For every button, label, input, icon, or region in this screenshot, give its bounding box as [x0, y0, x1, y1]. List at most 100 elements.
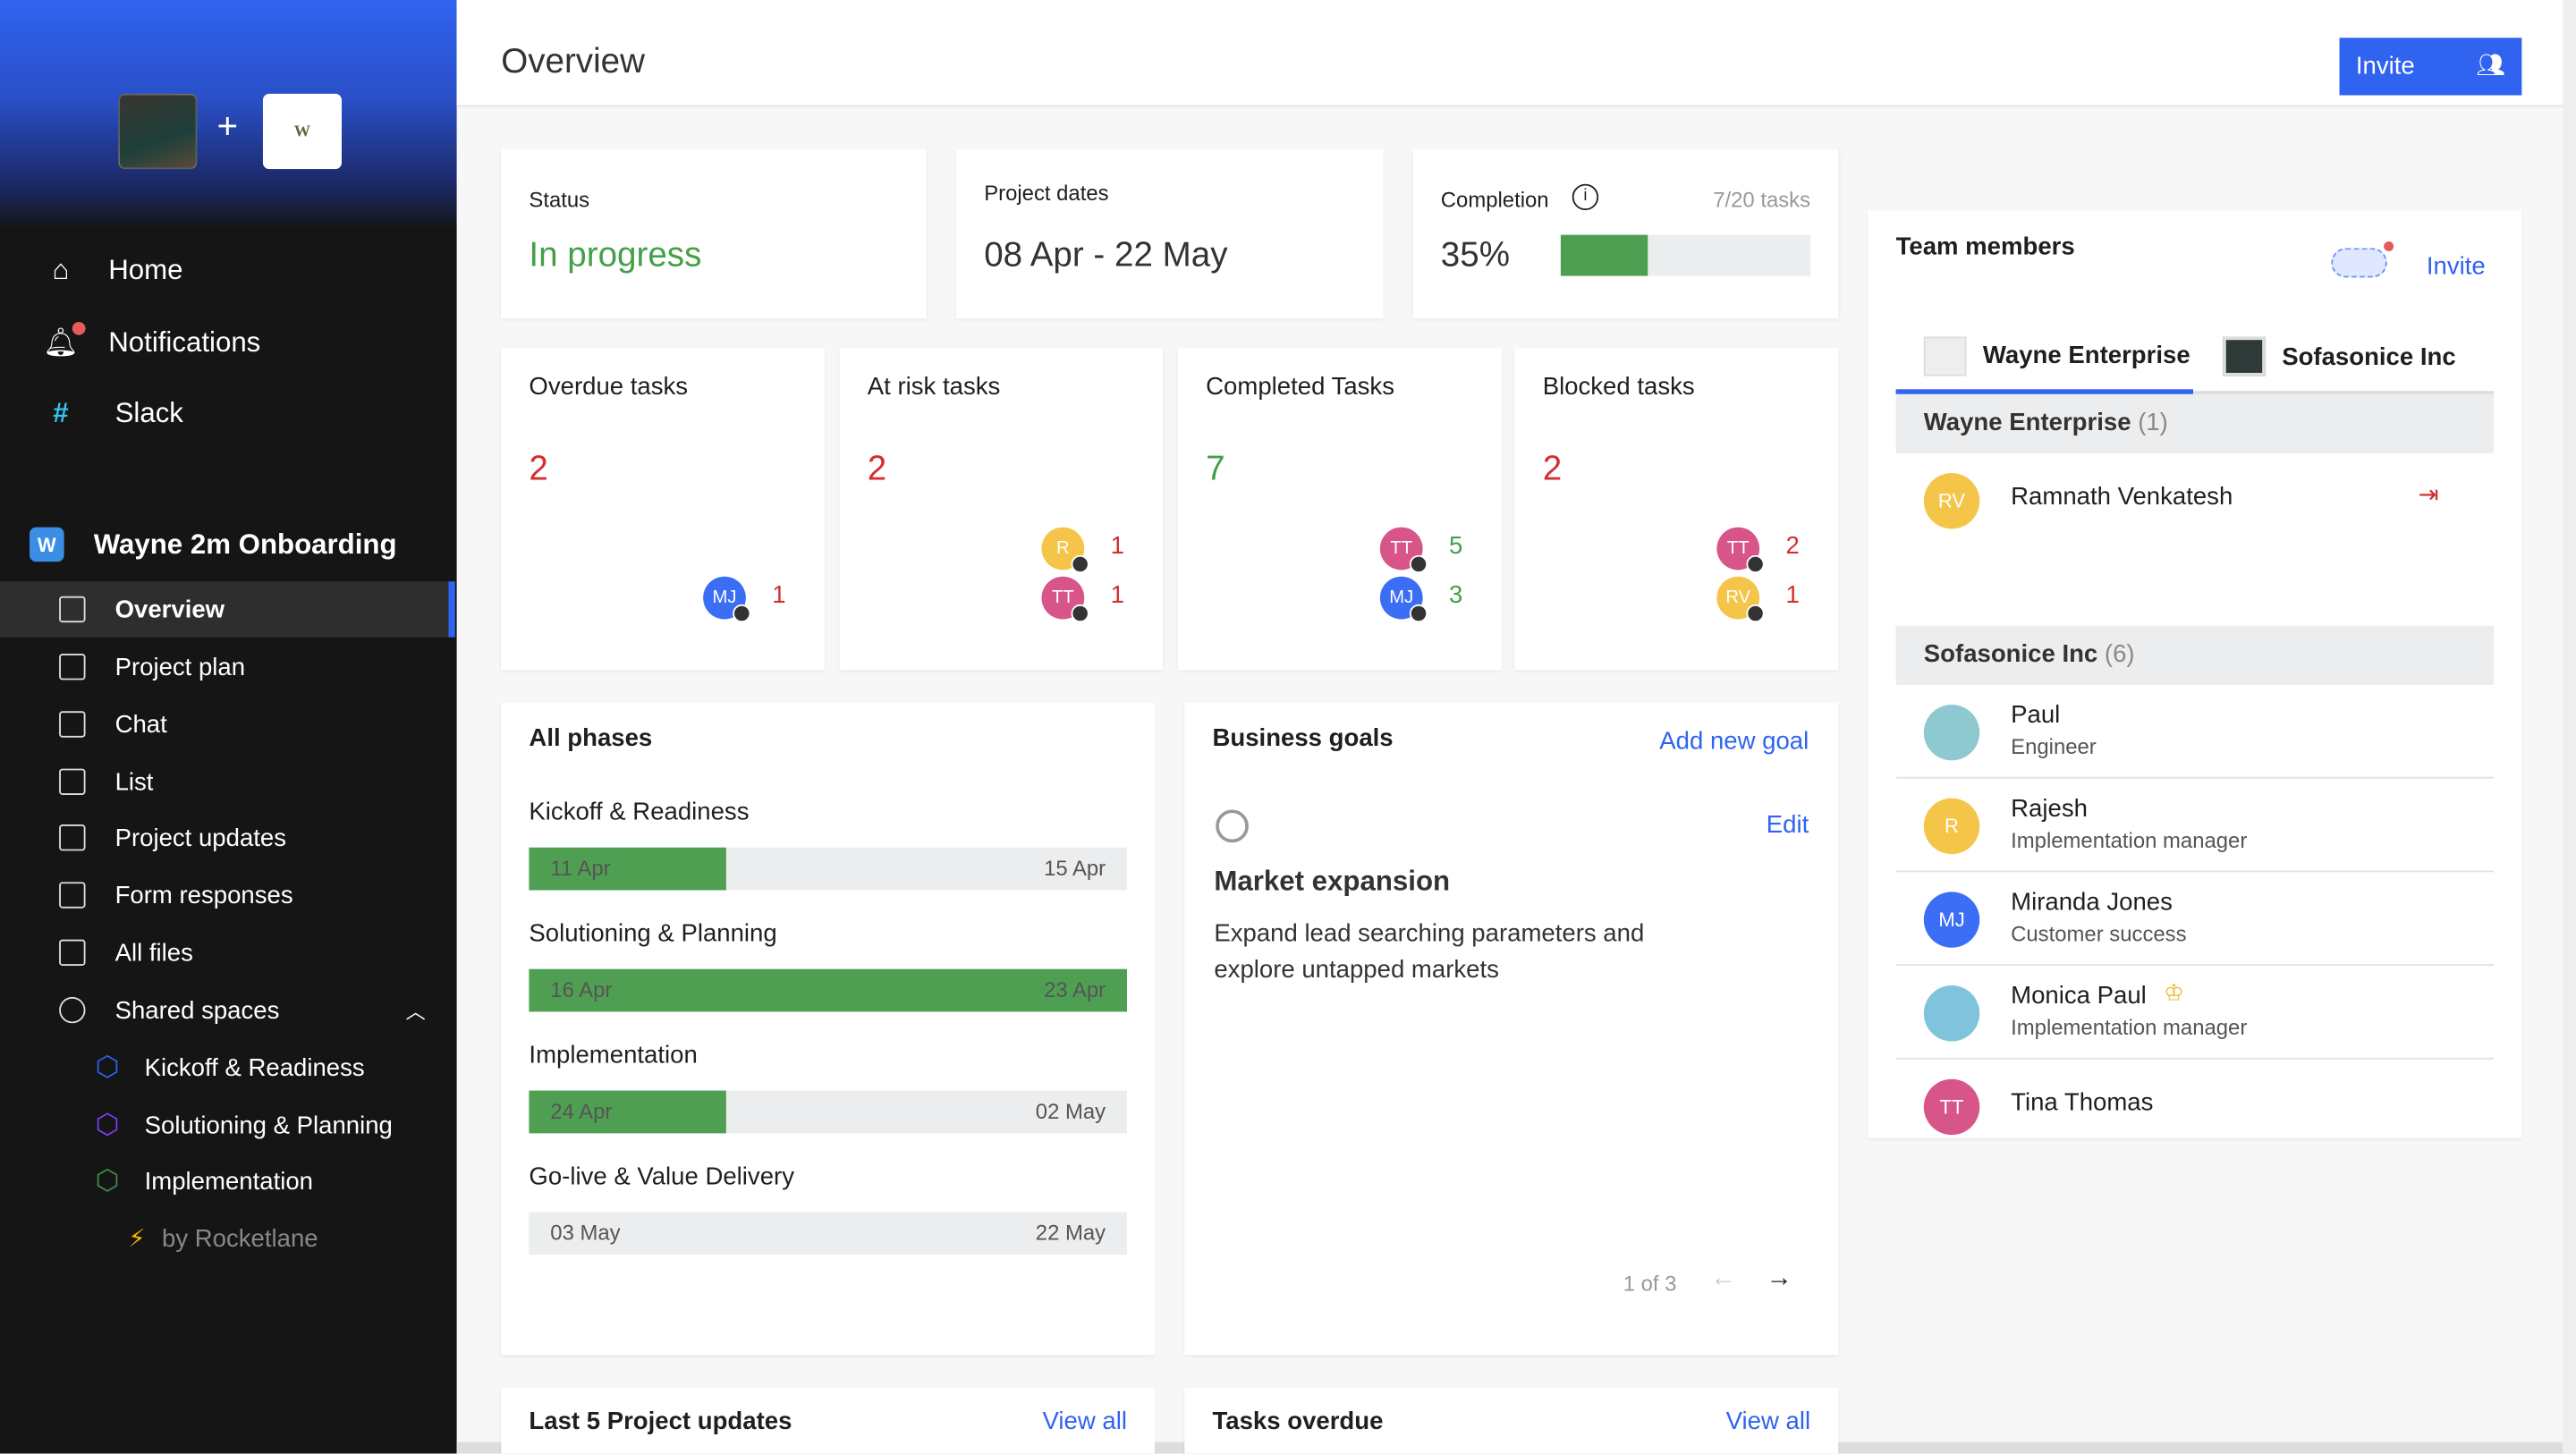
view-all-updates-link[interactable]: View all — [1042, 1408, 1127, 1436]
assignee-count: 1 — [772, 581, 786, 610]
company-badge-icon — [1071, 554, 1089, 574]
chevron-up-icon[interactable]: ︿ — [405, 999, 426, 1023]
sidebar-item-project-plan[interactable]: Project plan — [0, 638, 455, 694]
status-value: In progress — [529, 236, 702, 275]
assignee-avatar[interactable]: MJ — [1379, 576, 1428, 623]
vertical-scrollbar[interactable] — [2563, 0, 2576, 1454]
phase-name[interactable]: Go-live & Value Delivery — [529, 1162, 794, 1191]
sidebar-item-overview[interactable]: Overview — [0, 581, 455, 638]
goal-description: Expand lead searching parameters and exp… — [1214, 919, 1645, 985]
assignee-count: 1 — [1785, 581, 1800, 610]
task-card[interactable]: Overdue tasks 2 MJ 1 — [501, 348, 826, 671]
tab-sofasonice-inc[interactable]: Sofasonice Inc — [2193, 322, 2495, 394]
team-member-row[interactable]: Paul Engineer — [1895, 685, 2495, 779]
project-badge: W — [30, 527, 64, 562]
task-count: 7 — [1206, 450, 1225, 488]
team-member-row[interactable]: R Rajesh Implementation manager — [1895, 779, 2495, 873]
assignee-count: 1 — [1110, 581, 1124, 610]
nav-slack[interactable]: # Slack — [43, 396, 183, 432]
shared-space-solutioning[interactable]: ⬡ Solutioning & Planning — [95, 1108, 393, 1140]
team-member-row[interactable]: Monica Paul Implementation manager ♔ — [1895, 966, 2495, 1060]
team-member-row[interactable]: RV Ramnath Venkatesh ⇥ — [1896, 453, 2495, 547]
next-arrow-icon[interactable]: → — [1766, 1264, 1792, 1293]
nav-notifications[interactable]: 🔔︎ Notifications — [43, 321, 261, 361]
chat-icon — [59, 711, 86, 738]
slack-icon: # — [53, 397, 69, 429]
phase-progress-bar: 24 Apr 02 May — [529, 1090, 1127, 1134]
phase-progress-bar: 03 May 22 May — [529, 1212, 1127, 1255]
folder-icon — [59, 939, 86, 966]
assignee-avatar[interactable]: RV — [1716, 576, 1765, 623]
assignee-avatar[interactable]: TT — [1041, 576, 1089, 623]
team-member-row[interactable]: TT Tina Thomas — [1896, 1060, 2495, 1138]
assignee-avatar[interactable]: TT — [1716, 527, 1765, 574]
users-icon — [59, 996, 86, 1024]
assignee-avatar[interactable]: MJ — [703, 576, 751, 623]
task-count: 2 — [867, 450, 887, 488]
add-goal-link[interactable]: Add new goal — [1659, 727, 1809, 756]
info-icon[interactable]: i — [1572, 183, 1599, 211]
sidebar-item-shared-spaces[interactable]: Shared spaces ︿ — [0, 982, 455, 1037]
sidebar-item-all-files[interactable]: All files — [0, 925, 455, 980]
prev-arrow-icon[interactable]: ← — [1710, 1264, 1737, 1293]
sofasonice-logo — [2223, 336, 2266, 376]
sofasonice-logo — [118, 93, 198, 170]
assignee-count: 1 — [1110, 532, 1124, 561]
tasks-overdue-card: Tasks overdue View all — [1184, 1388, 1839, 1454]
remove-member-icon[interactable]: ⇥ — [2418, 481, 2439, 510]
goal-pager: 1 of 3 — [1623, 1271, 1677, 1297]
shared-space-kickoff[interactable]: ⬡ Kickoff & Readiness — [95, 1051, 365, 1083]
phase-name[interactable]: Kickoff & Readiness — [529, 798, 750, 826]
goal-checkbox[interactable] — [1216, 809, 1249, 843]
assignee-avatar[interactable]: R — [1041, 527, 1089, 574]
task-card[interactable]: At risk tasks 2 R 1 TT 1 — [839, 348, 1164, 671]
task-card[interactable]: Completed Tasks 7 TT 5 MJ 3 — [1177, 348, 1502, 671]
assignee-count: 5 — [1448, 532, 1463, 561]
project-dates-card: Project dates 08 Apr - 22 May — [955, 149, 1384, 319]
member-avatar: TT — [1923, 1078, 1980, 1136]
wayne-logo: W — [262, 93, 343, 170]
assignee-count: 3 — [1448, 581, 1463, 610]
company-badge-icon — [1409, 604, 1428, 623]
completion-progress-bar — [1560, 234, 1811, 276]
plan-icon — [59, 654, 86, 681]
member-avatar: MJ — [1923, 892, 1980, 948]
task-card[interactable]: Blocked tasks 2 TT 2 RV 1 — [1514, 348, 1839, 671]
plus-icon: + — [216, 105, 239, 147]
megaphone-icon — [59, 824, 86, 851]
view-all-overdue-link[interactable]: View all — [1725, 1408, 1811, 1436]
goal-title: Market expansion — [1214, 865, 1451, 897]
sidebar: + W ⌂ Home 🔔︎ Notifications # Slack W Wayne… — [0, 0, 457, 1454]
shared-space-implementation[interactable]: ⬡ Implementation — [95, 1164, 314, 1196]
project-title[interactable]: Wayne 2m Onboarding — [93, 528, 397, 561]
member-avatar: R — [1923, 798, 1980, 855]
phase-name[interactable]: Solutioning & Planning — [529, 919, 777, 948]
phase-progress-bar: 16 Apr 23 Apr — [529, 968, 1127, 1012]
company-badge-icon — [1746, 554, 1765, 574]
page-header: Overview Invite 👥︎ — [456, 0, 2563, 107]
wayne-logo — [1923, 335, 1967, 376]
edit-goal-link[interactable]: Edit — [1766, 811, 1809, 840]
sidebar-item-project-updates[interactable]: Project updates — [0, 810, 455, 866]
team-group-header: Sofasonice Inc (6) — [1895, 625, 2495, 685]
crown-icon: ♔ — [2163, 978, 2185, 1006]
invite-button[interactable]: Invite 👥︎ — [2339, 38, 2522, 96]
phase-progress-bar: 11 Apr 15 Apr — [529, 847, 1127, 891]
team-group-header: Wayne Enterprise (1) — [1895, 393, 2495, 453]
hexagon-icon: ⬡ — [95, 1164, 120, 1196]
nav-home[interactable]: ⌂ Home — [43, 253, 183, 289]
team-member-row[interactable]: MJ Miranda Jones Customer success — [1895, 872, 2495, 966]
team-avatars-icon[interactable] — [2331, 241, 2394, 278]
sidebar-item-list[interactable]: List — [0, 754, 455, 809]
task-count: 2 — [1542, 450, 1563, 488]
team-invite-link[interactable]: Invite — [2426, 252, 2486, 282]
bolt-icon: ⚡︎ — [128, 1225, 146, 1254]
sidebar-item-form-responses[interactable]: Form responses — [0, 867, 455, 923]
all-phases-card: All phases Kickoff & Readiness 11 Apr 15 A… — [501, 703, 1156, 1356]
sidebar-item-chat[interactable]: Chat — [0, 697, 455, 752]
rocketlane-credit: ⚡︎ by Rocketlane — [128, 1225, 318, 1254]
tab-wayne-enterprise[interactable]: Wayne Enterprise — [1895, 322, 2194, 394]
assignee-avatar[interactable]: TT — [1379, 527, 1428, 574]
phase-name[interactable]: Implementation — [529, 1041, 698, 1069]
list-icon — [59, 768, 86, 795]
